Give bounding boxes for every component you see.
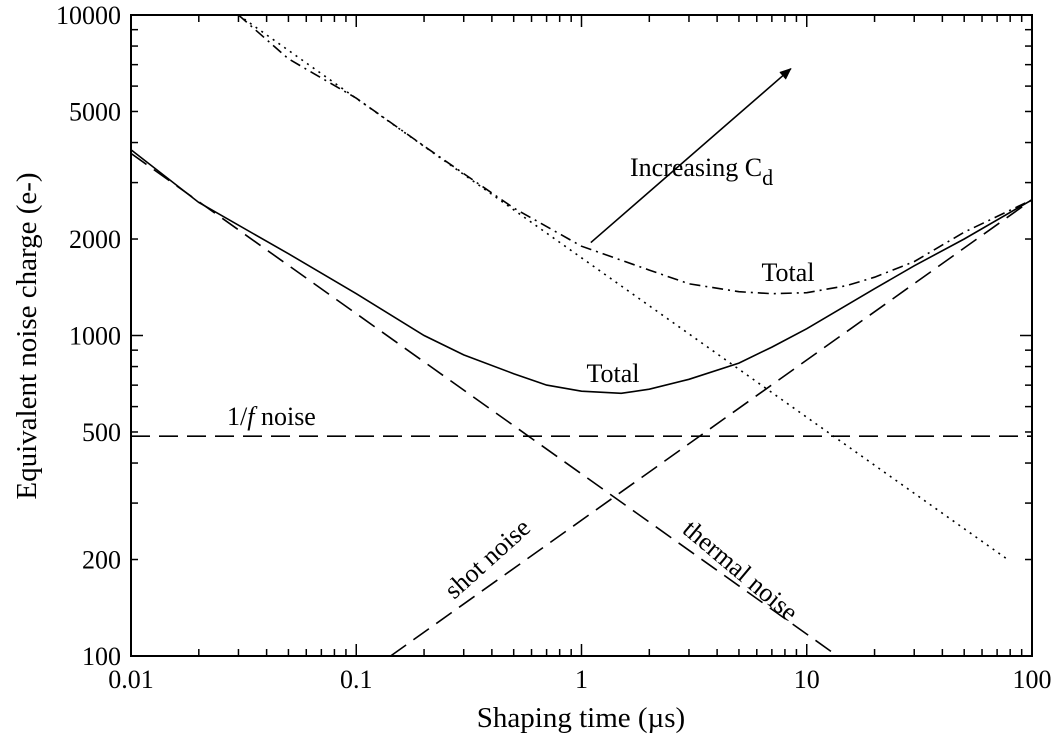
series-thermal-noise [131,152,838,656]
tick-labels-layer: 0.01 0.1 1 10 100 100 200 500 1000 2000 5000 10000 [56,1,1052,694]
x-tick-label: 10 [794,665,820,694]
increasing-cd-arrow [590,68,792,244]
increasing-cd-subscript: d [762,165,773,190]
thermal-noise-annotation: thermal noise [677,514,803,627]
x-tick-label: 100 [1013,665,1052,694]
total-high-label: Total [761,258,814,287]
y-tick-label: 100 [82,642,121,671]
series-shot-noise [390,199,1032,656]
x-tick-label: 0.01 [108,665,154,694]
one-over-f-suffix: noise [254,402,315,431]
y-axis-label: Equivalent noise charge (e-) [11,172,43,499]
x-tick-label: 0.1 [340,665,373,694]
one-over-f-prefix: 1/ [227,402,248,431]
series-total-low [131,149,1032,395]
y-tick-label: 1000 [69,322,121,351]
increasing-cd-text: Increasing C [630,153,762,182]
one-over-f-italic: f [247,402,258,431]
series-thermal-high [238,15,1009,561]
shot-noise-label: shot noise [439,513,536,605]
x-axis-label: Shaping time (µs) [477,702,685,734]
ticks-layer [130,15,1032,657]
plot-frame [130,14,1033,657]
series-layer [131,15,1032,656]
one-over-f-label: 1/f noise [227,402,316,431]
y-tick-label: 10000 [56,1,121,30]
y-tick-label: 2000 [69,225,121,254]
y-tick-label: 5000 [69,97,121,126]
x-tick-label: 1 [575,665,588,694]
total-low-label: Total [586,359,639,388]
series-total-high [237,15,1032,295]
increasing-cd-label: Increasing Cd [630,153,773,190]
y-tick-label: 500 [82,418,121,447]
y-tick-label: 200 [82,546,121,575]
shot-noise-annotation: shot noise [439,513,536,605]
thermal-noise-label: thermal noise [677,514,803,627]
